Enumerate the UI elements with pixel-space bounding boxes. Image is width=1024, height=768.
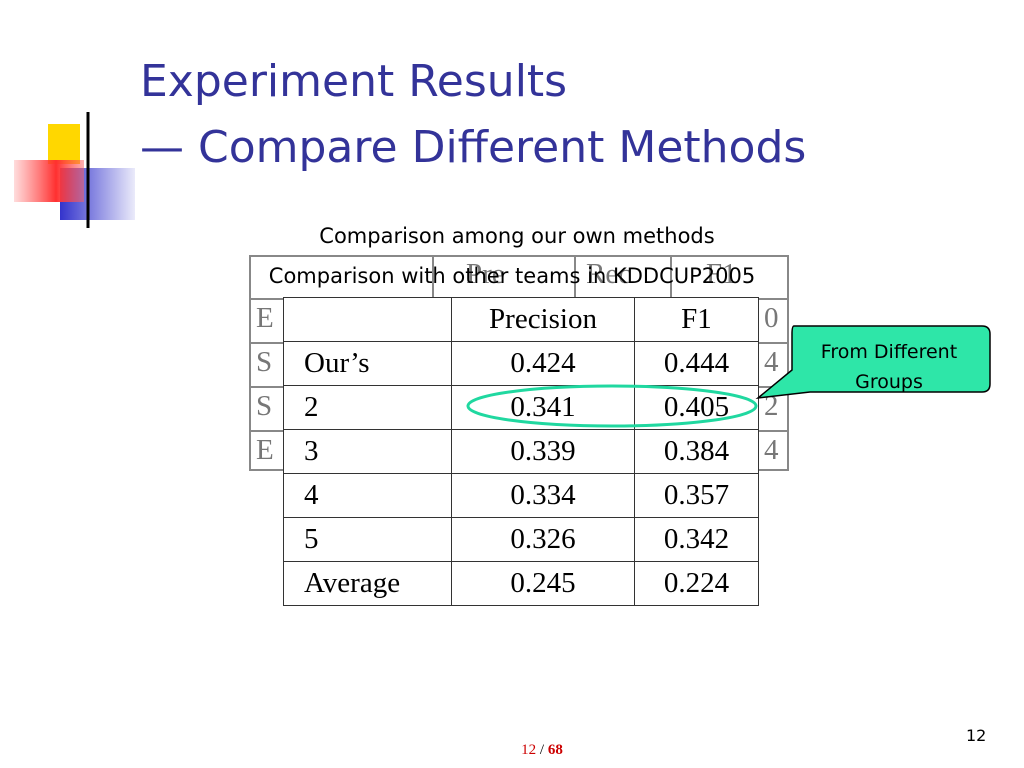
row-label: S <box>256 346 273 378</box>
cell: 0 <box>764 302 779 334</box>
table-cell: 0.384 <box>634 429 759 474</box>
cell: 4 <box>764 346 779 378</box>
table-cell: 5 <box>283 517 452 562</box>
row-label: E <box>256 434 274 466</box>
decoration <box>14 112 990 228</box>
table-cell: F1 <box>634 297 759 342</box>
caption: Comparison with other teams in KDDCUP200… <box>268 264 756 288</box>
pager: 12 / 68 <box>0 742 1024 759</box>
table-cell: 0.342 <box>634 517 759 562</box>
caption: Comparison among our own methods <box>319 224 715 248</box>
table-cell: 0.224 <box>634 561 759 606</box>
row-label: S <box>256 390 273 422</box>
slide-number: 12 <box>966 726 987 745</box>
table-cell: 0.357 <box>634 473 759 518</box>
header-cell: Rec <box>586 258 632 290</box>
table-cell: 0.339 <box>451 429 635 474</box>
header-cell: Pre <box>466 258 505 290</box>
row-label: E <box>256 302 274 334</box>
table-cell: 0.326 <box>451 517 635 562</box>
table-cell: 0.424 <box>451 341 635 386</box>
pager-current: 12 <box>521 742 537 758</box>
header-cell: F1 <box>706 258 737 290</box>
table-cell: 3 <box>283 429 452 474</box>
pager-total: 68 <box>547 742 563 758</box>
table-cell <box>283 297 452 342</box>
title-line: — Compare Different Methods <box>140 122 807 173</box>
table-cell: Precision <box>451 297 635 342</box>
callout-text: From Different Groups <box>820 341 958 393</box>
title-line: Experiment Results <box>140 56 568 107</box>
pager-separator: / <box>539 742 545 758</box>
cell: 4 <box>764 434 779 466</box>
table-cell: 4 <box>283 473 452 518</box>
table-cell: Our’s <box>283 341 452 386</box>
highlight-ellipse <box>466 384 758 428</box>
table-cell: 0.245 <box>451 561 635 606</box>
table-cell: Average <box>283 561 452 606</box>
cell: 2 <box>764 390 779 422</box>
callout-shape <box>755 325 991 400</box>
